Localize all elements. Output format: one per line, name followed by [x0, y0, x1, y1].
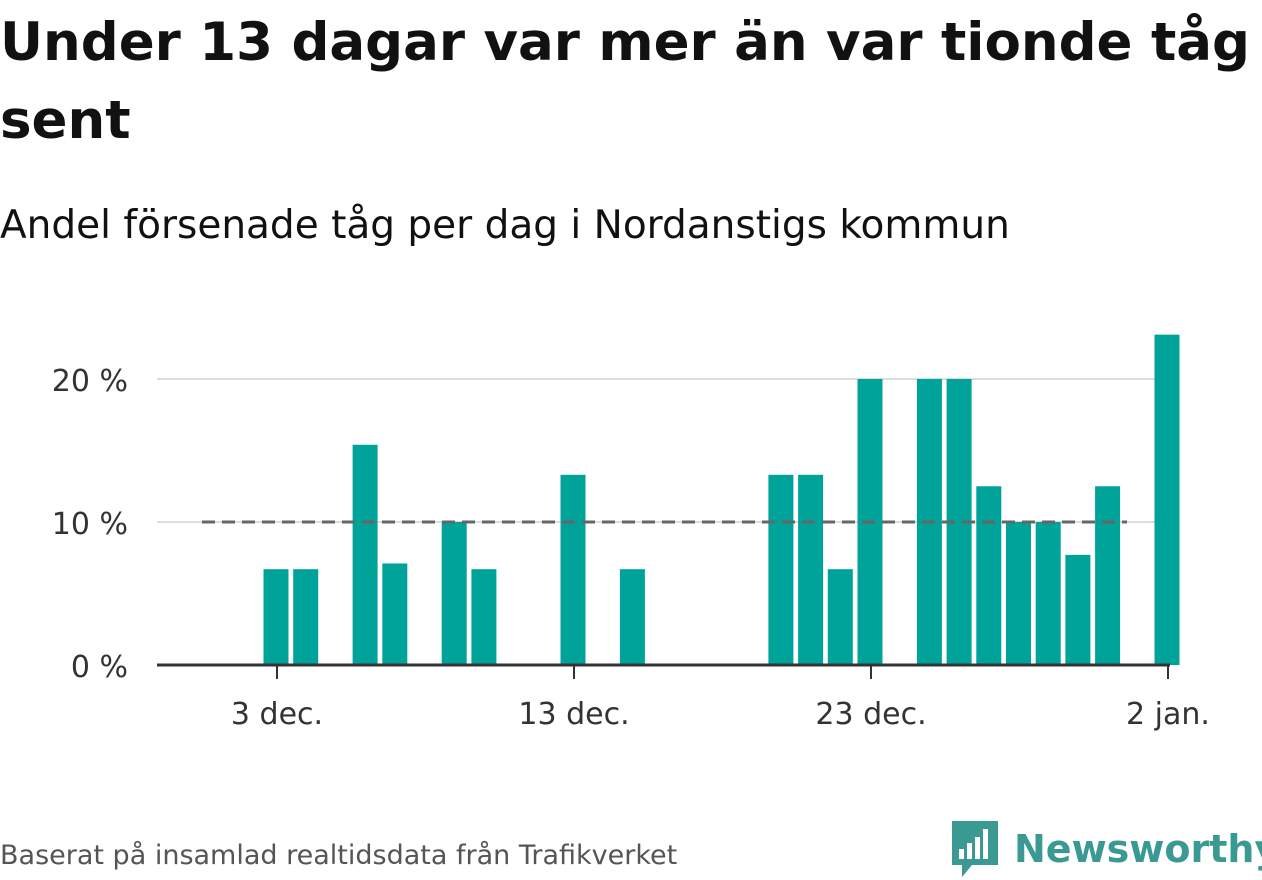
bar — [382, 563, 408, 665]
x-tick-label: 2 jan. — [1126, 697, 1210, 732]
bar — [1154, 334, 1180, 665]
bar — [352, 444, 378, 665]
bar — [293, 569, 319, 665]
bar — [976, 486, 1002, 665]
brand-logo[interactable]: Newsworthy — [950, 818, 1262, 880]
x-tick-label: 23 dec. — [815, 697, 926, 732]
bar — [768, 474, 794, 665]
bars — [263, 334, 1180, 665]
y-tick-label: 0 % — [71, 650, 128, 685]
axes: 0 % 10 % 20 % 3 dec. 13 dec. 23 dec. 2 jan. — [52, 364, 1210, 732]
brand-name: Newsworthy — [1014, 827, 1262, 871]
bar — [1006, 522, 1031, 665]
chart-subtitle: Andel försenade tåg per dag i Nordanstig… — [0, 203, 1010, 248]
y-tick-label: 20 % — [52, 364, 128, 399]
bar — [1035, 522, 1061, 665]
source-note: Baserat på insamlad realtidsdata från Tr… — [0, 840, 678, 871]
y-tick-label: 10 % — [52, 507, 128, 542]
bar-chart: 0 % 10 % 20 % 3 dec. 13 dec. 23 dec. 2 jan. — [52, 334, 1210, 732]
bar — [560, 474, 586, 665]
bar — [619, 569, 645, 665]
bar — [441, 522, 467, 665]
grid-lines — [157, 378, 1170, 523]
chart-title: Under 13 dagar var mer än var tionde tåg… — [0, 12, 1250, 151]
bar — [827, 569, 853, 665]
bar — [263, 569, 289, 665]
x-tick-label: 13 dec. — [518, 697, 629, 732]
newsworthy-logo-icon — [952, 821, 998, 877]
x-tick-label: 3 dec. — [231, 697, 323, 732]
bar — [798, 474, 824, 665]
bar — [1095, 486, 1121, 665]
bar — [1065, 554, 1091, 665]
bar — [471, 569, 497, 665]
